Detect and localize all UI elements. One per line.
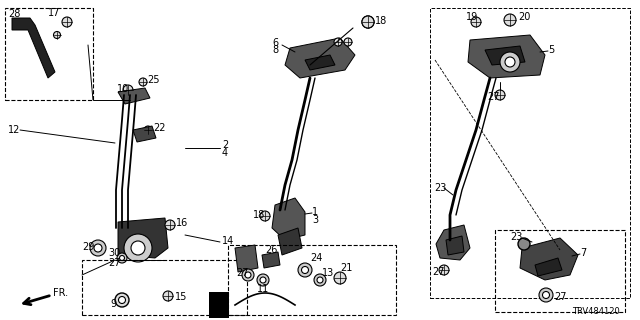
Text: 23: 23 [510,232,522,242]
Text: 5: 5 [548,45,554,55]
Circle shape [260,211,270,221]
Polygon shape [118,218,168,258]
Circle shape [120,255,125,260]
Circle shape [344,38,352,46]
Polygon shape [520,238,578,280]
Text: 18: 18 [375,16,387,26]
Circle shape [334,38,342,46]
Text: 8: 8 [272,45,278,55]
Bar [228,245,396,315]
Circle shape [165,220,175,230]
Text: 23: 23 [434,183,446,193]
Circle shape [54,31,61,38]
Text: 28: 28 [8,9,20,19]
Text: 14: 14 [222,236,234,246]
Text: 20: 20 [518,12,531,22]
Text: 26: 26 [265,245,277,255]
Text: 4: 4 [222,148,228,158]
Circle shape [90,240,106,256]
Polygon shape [485,46,525,65]
Circle shape [62,17,72,27]
Text: 27: 27 [432,267,445,277]
Circle shape [245,272,251,278]
Circle shape [118,297,125,303]
Circle shape [144,126,152,134]
Polygon shape [12,18,55,78]
Polygon shape [535,258,562,276]
Text: 18: 18 [253,210,265,220]
Text: 3: 3 [312,215,318,225]
Text: 22: 22 [153,123,166,133]
Polygon shape [285,38,355,78]
Text: 2: 2 [222,140,228,150]
Circle shape [115,293,129,307]
Text: 9: 9 [110,299,116,309]
Circle shape [298,263,312,277]
Text: TRV484120: TRV484120 [572,308,620,316]
Text: 1: 1 [312,207,318,217]
Text: 24: 24 [310,253,323,263]
Text: 27: 27 [236,268,248,278]
Circle shape [518,238,530,250]
Circle shape [257,274,269,286]
Bar [495,230,625,312]
Circle shape [242,269,254,281]
Circle shape [163,291,173,301]
Text: 15: 15 [175,292,188,302]
Text: 27: 27 [108,258,120,268]
Circle shape [495,90,505,100]
Circle shape [117,253,127,263]
Text: 27: 27 [487,92,499,102]
Text: 21: 21 [340,263,353,273]
Polygon shape [118,88,150,104]
Text: 10: 10 [117,84,129,94]
Circle shape [301,267,308,274]
Bar [5,8,93,100]
Circle shape [500,52,520,72]
Text: 29: 29 [82,242,94,252]
Polygon shape [436,225,470,260]
Text: 27: 27 [554,292,566,302]
Polygon shape [133,126,156,142]
Text: 7: 7 [580,248,586,258]
Polygon shape [262,252,280,268]
Circle shape [314,274,326,286]
Bar [82,260,247,315]
Text: 25: 25 [147,75,159,85]
Circle shape [362,16,374,28]
Text: 12: 12 [8,125,20,135]
Circle shape [504,14,516,26]
Circle shape [362,16,374,28]
Circle shape [543,292,550,299]
Polygon shape [278,228,302,255]
Circle shape [260,277,266,283]
Polygon shape [446,236,464,255]
Text: 11: 11 [257,284,269,294]
Text: FR.: FR. [53,288,68,298]
Circle shape [124,234,152,262]
Text: 19: 19 [466,12,478,22]
Circle shape [439,265,449,275]
Circle shape [139,78,147,86]
Circle shape [505,57,515,67]
Text: 30: 30 [108,248,120,258]
Circle shape [123,85,133,95]
Bar [430,8,630,298]
Circle shape [471,17,481,27]
Circle shape [334,272,346,284]
Text: 6: 6 [272,38,278,48]
Polygon shape [235,245,258,272]
Text: 16: 16 [176,218,188,228]
Circle shape [317,277,323,283]
Polygon shape [468,35,545,78]
Text: 13: 13 [322,268,334,278]
Circle shape [539,288,553,302]
Circle shape [131,241,145,255]
Circle shape [94,244,102,252]
Polygon shape [272,198,305,240]
Polygon shape [305,55,335,70]
Text: 17: 17 [48,8,60,18]
